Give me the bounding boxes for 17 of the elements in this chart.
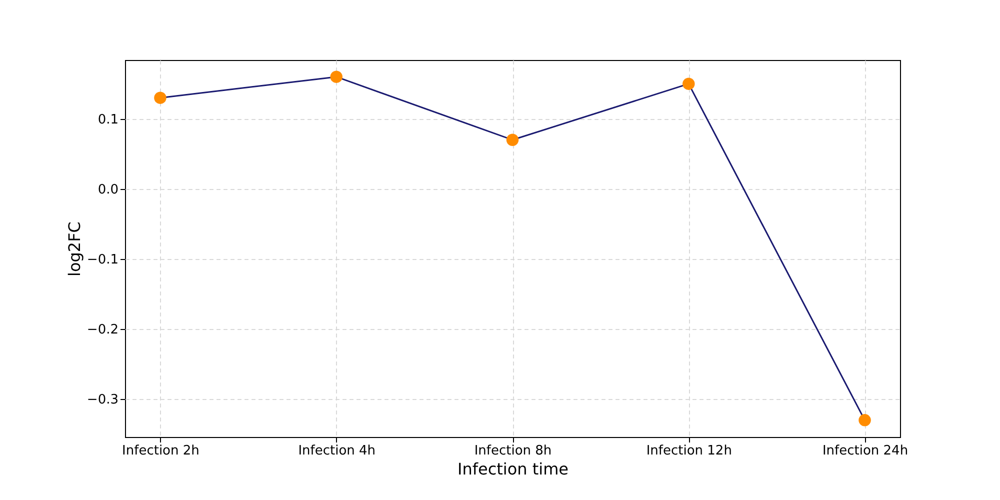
point [682, 78, 695, 90]
y-tick-label: 0.0 [98, 182, 118, 198]
y-tick-label: −0.1 [86, 252, 118, 268]
point [858, 414, 871, 426]
y-tick-label: −0.3 [86, 392, 118, 408]
x-tick-label: Infection 8h [474, 444, 552, 458]
point [154, 92, 166, 104]
point [330, 70, 342, 83]
x-tick-label: Infection 2h [122, 444, 200, 458]
point [506, 134, 519, 146]
y-axis-title: log2FC [64, 222, 84, 276]
x-tick-label: Infection 12h [646, 444, 732, 458]
y-tick-label: −0.2 [86, 322, 118, 338]
x-tick-label: Infection 4h [298, 444, 376, 458]
x-axis-title: Infection time [457, 460, 569, 478]
x-tick-label: Infection 24h [822, 444, 908, 458]
y-tick-label: 0.1 [98, 112, 118, 128]
